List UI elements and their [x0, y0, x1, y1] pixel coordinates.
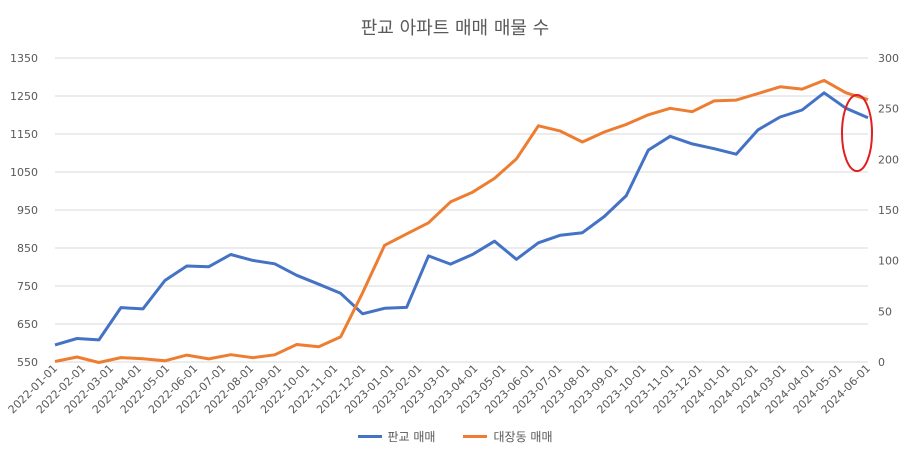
- y-left-tick-label: 750: [17, 280, 38, 293]
- y-left-tick-label: 1250: [10, 90, 38, 103]
- chart-title: 판교 아파트 매매 매물 수: [360, 18, 550, 39]
- legend-item-daejang: 대장동 매매: [463, 428, 553, 445]
- y-right-tick-label: 150: [878, 204, 899, 217]
- y-left-tick-label: 650: [17, 318, 38, 331]
- legend-label-daejang: 대장동 매매: [493, 430, 553, 444]
- y-right-tick-label: 50: [878, 305, 892, 318]
- y-right-tick-label: 300: [878, 52, 899, 65]
- legend-label-pangyo: 판교 매매: [387, 430, 436, 444]
- y-left-tick-label: 550: [17, 356, 38, 369]
- y-left-tick-label: 1150: [10, 128, 38, 141]
- y-left-tick-label: 1050: [10, 166, 38, 179]
- legend-swatch-pangyo: [357, 435, 382, 438]
- series-line-pangyo: [54, 91, 869, 347]
- annotation-ellipse: [841, 94, 873, 172]
- y-right-tick-label: 100: [878, 255, 899, 268]
- y-left-tick-label: 950: [17, 204, 38, 217]
- series-line-daejang: [54, 78, 869, 364]
- legend-swatch-daejang: [463, 435, 488, 438]
- chart-legend: 판교 매매 대장동 매매: [0, 428, 910, 445]
- y-right-tick-label: 250: [878, 103, 899, 116]
- y-left-tick-label: 850: [17, 242, 38, 255]
- y-left-tick-label: 1350: [10, 52, 38, 65]
- y-right-tick-label: 0: [878, 356, 885, 369]
- y-right-tick-label: 200: [878, 153, 899, 166]
- legend-item-pangyo: 판교 매매: [357, 428, 436, 445]
